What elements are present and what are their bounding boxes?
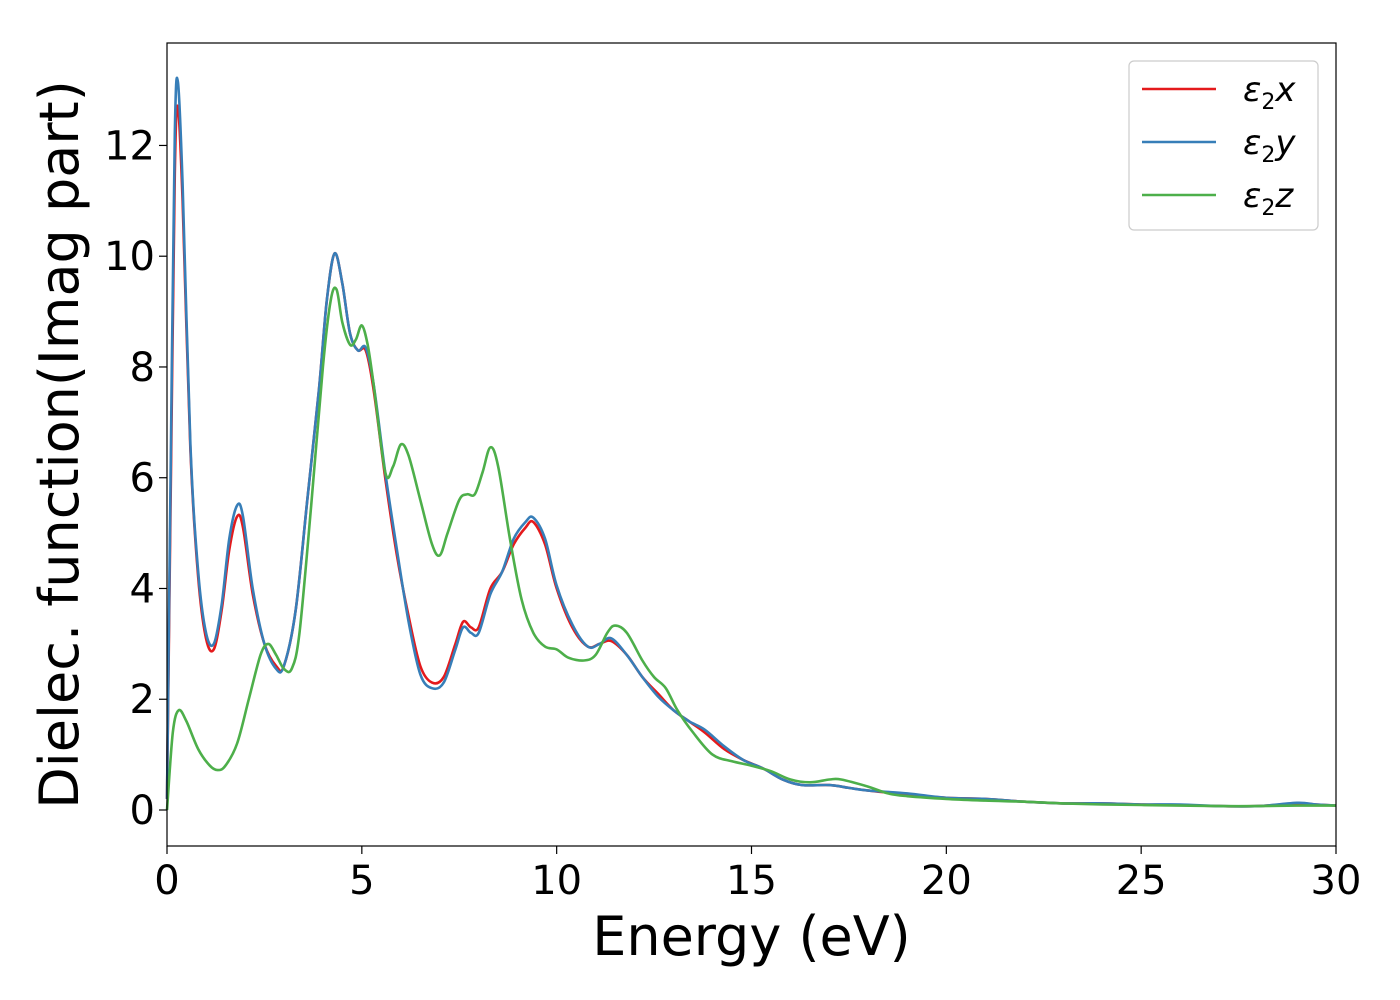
x-tick-label: 5 [349,858,374,904]
x-tick-label: 0 [154,858,179,904]
y-tick-label: 12 [104,123,155,169]
x-axis-label: Energy (eV) [592,905,911,968]
series-line-z [165,286,1337,811]
legend: ε2x ε2y ε2z [1128,60,1319,231]
series-line-y [165,76,1337,808]
legend-label-y: ε2y [1243,123,1296,168]
y-tick-label: 8 [130,345,155,391]
legend-box [1128,60,1319,231]
y-axis-ticks: 0 2 4 6 8 10 12 [104,123,167,834]
series-layer [165,76,1337,811]
x-tick-label: 30 [1311,858,1362,904]
y-tick-label: 6 [130,456,155,502]
x-tick-label: 15 [726,858,777,904]
x-tick-label: 25 [1116,858,1167,904]
x-tick-label: 10 [531,858,582,904]
legend-label-z: ε2z [1243,176,1294,221]
y-tick-label: 2 [130,677,155,723]
x-tick-label: 20 [921,858,972,904]
legend-label-x: ε2x [1243,70,1296,115]
x-axis-ticks: 0 5 10 15 20 25 30 [154,846,1361,904]
y-axis-label: Dielec. function(Imag part) [28,80,91,809]
y-tick-label: 4 [130,566,155,612]
y-tick-label: 0 [130,788,155,834]
y-tick-label: 10 [104,234,155,280]
